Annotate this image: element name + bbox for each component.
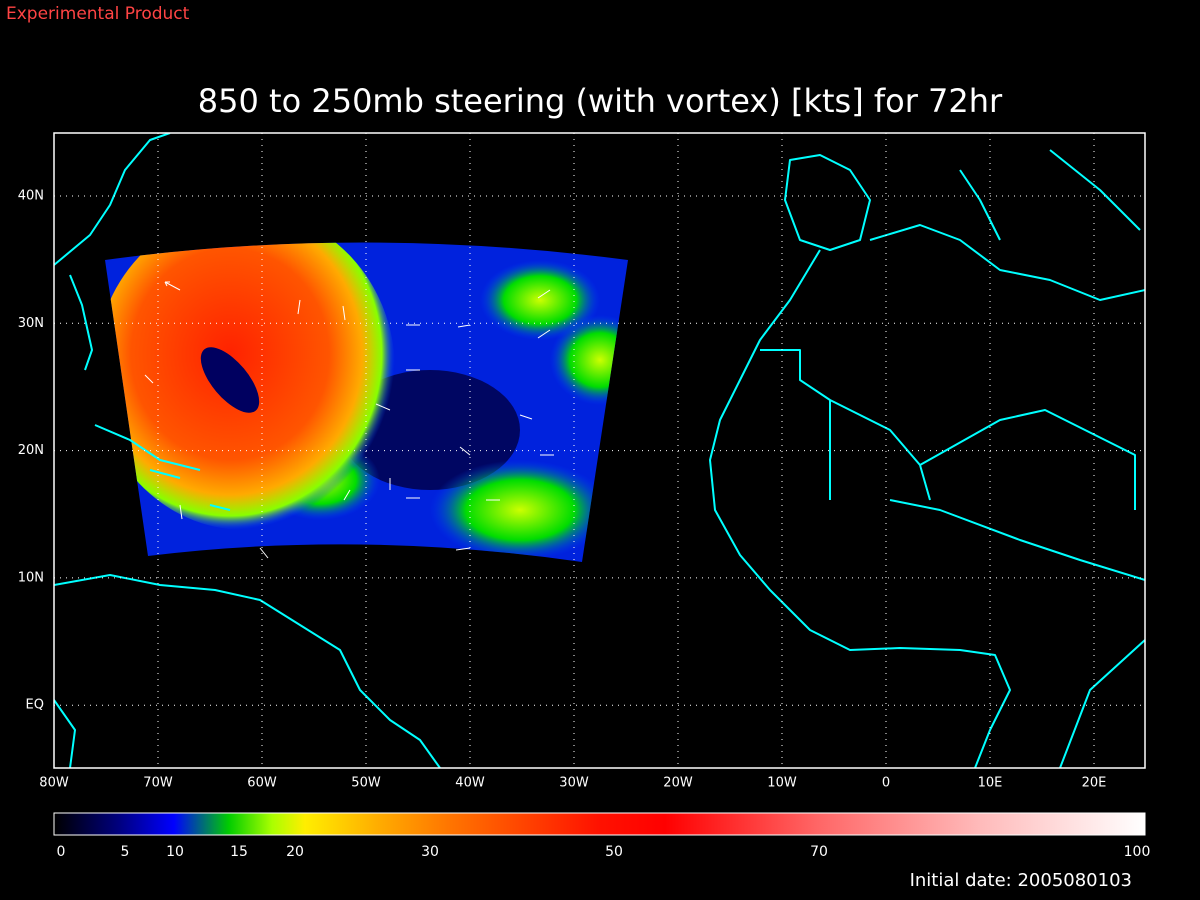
colorbar-label: 100 [1124,844,1151,860]
lat-label: 40N [18,189,44,204]
lat-labels: 40N 30N 20N 10N EQ [18,189,44,713]
colorbar-label: 20 [286,844,304,860]
lat-label: 20N [18,443,44,458]
lon-label: 60W [247,776,277,791]
lon-label: 50W [351,776,381,791]
steering-arrows [144,281,554,559]
wind-field [105,242,628,562]
lon-label: 80W [39,776,69,791]
colorbar-label: 50 [605,844,623,860]
colorbar-label: 0 [57,844,66,860]
lat-label: 30N [18,316,44,331]
lat-label: EQ [26,698,44,713]
colorbar-label: 70 [810,844,828,860]
colorbar-label: 10 [166,844,184,860]
lon-label: 10W [767,776,797,791]
lon-label: 30W [559,776,589,791]
initial-date: Initial date: 2005080103 [910,870,1132,891]
lon-label: 20W [663,776,693,791]
lon-label: 40W [455,776,485,791]
lon-label: 0 [882,776,890,791]
colorbar-label: 15 [230,844,248,860]
product-label: Experimental Product [6,4,190,24]
lon-labels: 80W 70W 60W 50W 40W 30W 20W 10W 0 10E 20E [39,776,1106,791]
colorbar-label: 5 [121,844,130,860]
map-area [54,133,1145,768]
map-title: 850 to 250mb steering (with vortex) [kts… [198,82,1003,120]
lon-label: 20E [1082,776,1107,791]
lon-label: 70W [143,776,173,791]
lat-label: 10N [18,570,44,585]
colorbar-labels: 0 5 10 15 20 30 50 70 100 [57,844,1151,860]
colorbar-label: 30 [421,844,439,860]
coastlines [54,133,1145,768]
lon-label: 10E [978,776,1003,791]
colorbar [53,812,1146,836]
map-frame [53,132,1146,769]
